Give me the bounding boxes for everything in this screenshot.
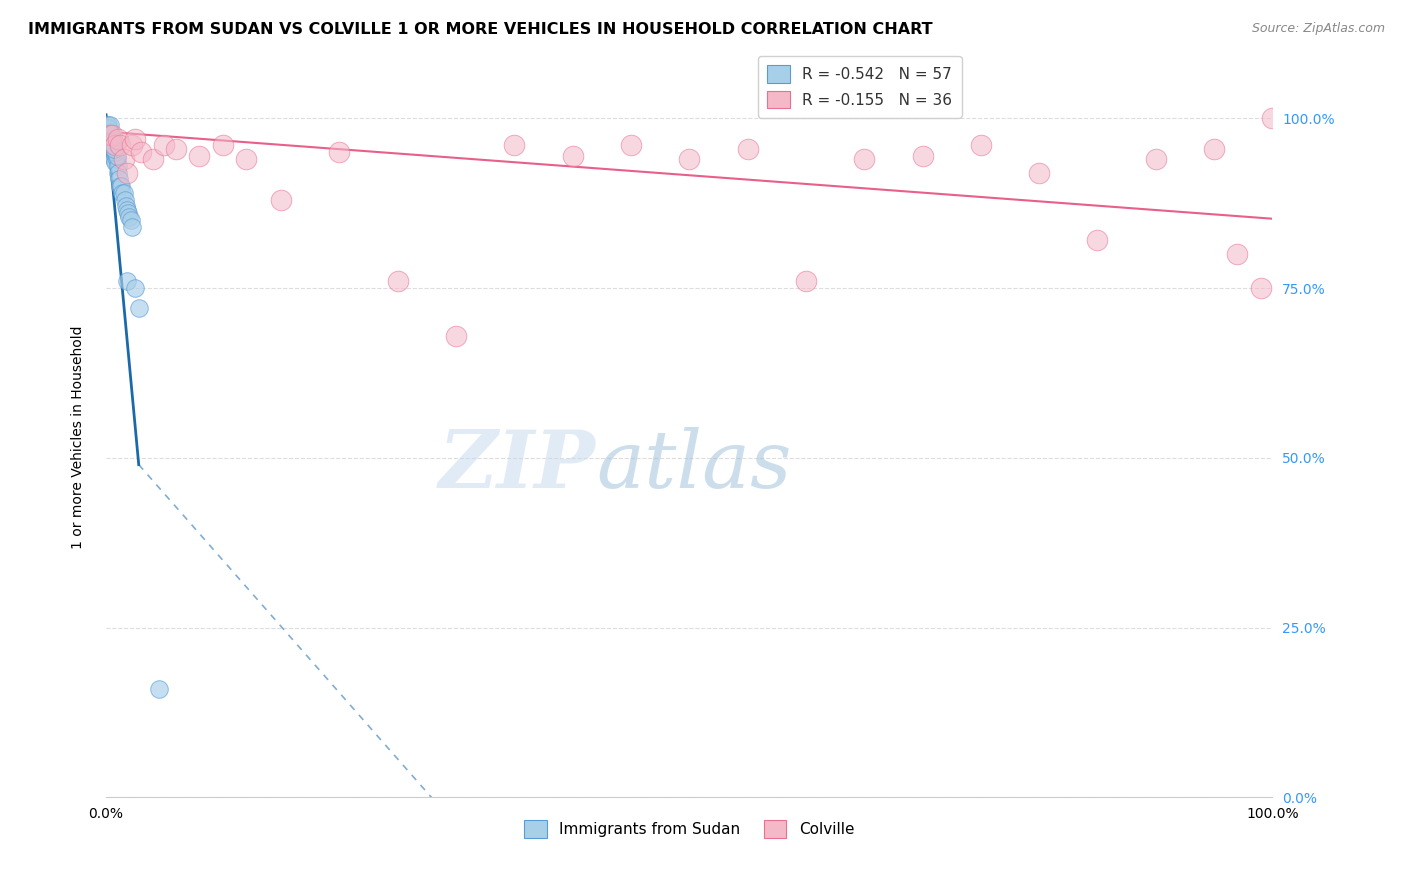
Point — [97, 128, 120, 143]
Point — [97, 135, 120, 149]
Point — [96, 118, 118, 132]
Point — [1144, 152, 1167, 166]
Point — [101, 142, 124, 156]
Point — [112, 186, 135, 200]
Point — [1261, 112, 1284, 126]
Legend: Immigrants from Sudan, Colville: Immigrants from Sudan, Colville — [519, 814, 860, 844]
Point — [112, 152, 135, 166]
Text: atlas: atlas — [596, 427, 792, 505]
Point — [104, 138, 127, 153]
Point — [104, 148, 127, 162]
Point — [115, 202, 138, 217]
Point — [235, 152, 257, 166]
Point — [110, 179, 132, 194]
Point — [129, 145, 152, 160]
Point — [101, 128, 124, 143]
Point — [853, 152, 876, 166]
Point — [97, 121, 120, 136]
Point — [270, 193, 292, 207]
Point — [120, 213, 142, 227]
Point — [165, 142, 187, 156]
Point — [1028, 165, 1050, 179]
Point — [98, 125, 121, 139]
Point — [96, 125, 118, 139]
Point — [911, 148, 934, 162]
Point — [153, 138, 176, 153]
Point — [101, 148, 124, 162]
Point — [115, 274, 138, 288]
Point — [101, 138, 124, 153]
Point — [108, 138, 131, 153]
Point — [117, 206, 139, 220]
Text: ZIP: ZIP — [439, 427, 596, 505]
Point — [98, 128, 121, 143]
Point — [101, 135, 124, 149]
Point — [678, 152, 700, 166]
Point — [115, 199, 138, 213]
Point — [108, 172, 131, 186]
Point — [128, 301, 150, 316]
Point — [121, 138, 143, 153]
Point — [124, 281, 146, 295]
Point — [142, 152, 165, 166]
Point — [794, 274, 817, 288]
Point — [1204, 142, 1226, 156]
Point — [737, 142, 759, 156]
Point — [105, 148, 128, 162]
Point — [211, 138, 233, 153]
Point — [103, 142, 125, 156]
Point — [104, 145, 127, 160]
Point — [101, 138, 124, 153]
Point — [104, 155, 127, 169]
Point — [101, 135, 124, 149]
Point — [620, 138, 643, 153]
Point — [100, 131, 122, 145]
Point — [107, 131, 129, 145]
Point — [100, 128, 122, 143]
Point — [101, 142, 124, 156]
Point — [103, 145, 125, 160]
Point — [561, 148, 583, 162]
Point — [107, 159, 129, 173]
Point — [100, 142, 122, 156]
Point — [115, 165, 138, 179]
Point — [98, 138, 121, 153]
Y-axis label: 1 or more Vehicles in Household: 1 or more Vehicles in Household — [72, 326, 86, 549]
Point — [1226, 247, 1249, 261]
Point — [1087, 234, 1109, 248]
Point — [188, 148, 211, 162]
Point — [444, 328, 467, 343]
Point — [98, 135, 121, 149]
Text: Source: ZipAtlas.com: Source: ZipAtlas.com — [1251, 22, 1385, 36]
Point — [97, 118, 120, 132]
Point — [148, 681, 170, 696]
Point — [105, 152, 128, 166]
Point — [118, 210, 141, 224]
Point — [107, 165, 129, 179]
Point — [98, 125, 121, 139]
Point — [98, 128, 121, 143]
Point — [1250, 281, 1272, 295]
Point — [100, 138, 122, 153]
Point — [111, 186, 134, 200]
Point — [121, 219, 143, 234]
Point — [101, 131, 124, 145]
Point — [503, 138, 526, 153]
Point — [124, 131, 146, 145]
Point — [328, 145, 350, 160]
Point — [114, 193, 136, 207]
Point — [98, 118, 121, 132]
Point — [103, 152, 125, 166]
Point — [101, 138, 124, 153]
Text: IMMIGRANTS FROM SUDAN VS COLVILLE 1 OR MORE VEHICLES IN HOUSEHOLD CORRELATION CH: IMMIGRANTS FROM SUDAN VS COLVILLE 1 OR M… — [28, 22, 932, 37]
Point — [100, 128, 122, 143]
Point — [387, 274, 409, 288]
Point — [97, 121, 120, 136]
Point — [108, 179, 131, 194]
Point — [103, 142, 125, 156]
Point — [970, 138, 993, 153]
Point — [98, 131, 121, 145]
Point — [97, 131, 120, 145]
Point — [96, 121, 118, 136]
